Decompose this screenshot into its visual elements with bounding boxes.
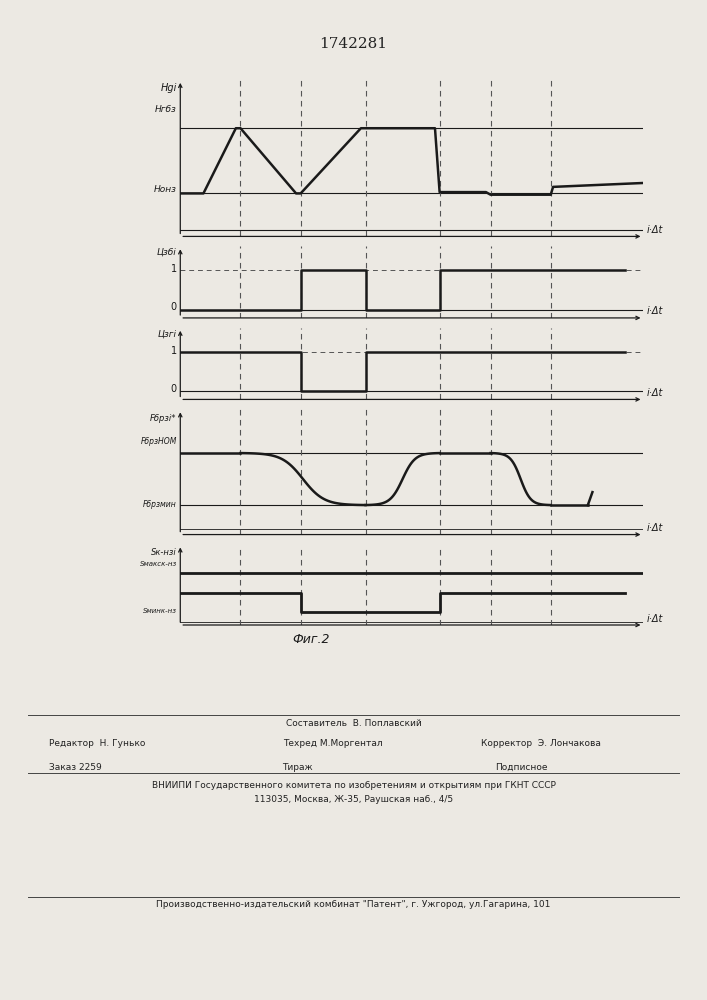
Text: Цзгi: Цзгi bbox=[158, 329, 177, 338]
Text: Hgi: Hgi bbox=[160, 83, 177, 93]
Text: Fбрзi*: Fбрзi* bbox=[151, 414, 177, 423]
Text: Тираж: Тираж bbox=[281, 763, 312, 772]
Text: FбрзНОМ: FбрзНОМ bbox=[141, 437, 177, 446]
Text: Корректор  Э. Лончакова: Корректор Э. Лончакова bbox=[481, 739, 601, 748]
Text: 1742281: 1742281 bbox=[320, 37, 387, 51]
Text: i·Δt: i·Δt bbox=[647, 388, 663, 398]
Text: Составитель  В. Поплавский: Составитель В. Поплавский bbox=[286, 719, 421, 728]
Text: ВНИИПИ Государственного комитета по изобретениям и открытиям при ГКНТ СССР: ВНИИПИ Государственного комитета по изоб… bbox=[151, 781, 556, 790]
Text: i·Δt: i·Δt bbox=[647, 306, 663, 316]
Text: Sк-нзi: Sк-нзi bbox=[151, 548, 177, 557]
Text: 0: 0 bbox=[170, 302, 177, 312]
Text: Редактор  Н. Гунько: Редактор Н. Гунько bbox=[49, 739, 146, 748]
Text: Sминк-нз: Sминк-нз bbox=[143, 608, 177, 614]
Text: i·Δt: i·Δt bbox=[647, 225, 663, 235]
Text: Заказ 2259: Заказ 2259 bbox=[49, 763, 103, 772]
Text: 113035, Москва, Ж-35, Раушская наб., 4/5: 113035, Москва, Ж-35, Раушская наб., 4/5 bbox=[254, 795, 453, 804]
Text: Fбрзмин: Fбрзмин bbox=[143, 500, 177, 509]
Text: Подписное: Подписное bbox=[495, 763, 547, 772]
Text: 1: 1 bbox=[170, 346, 177, 356]
Text: Sмакск-нз: Sмакск-нз bbox=[139, 561, 177, 567]
Text: i·Δt: i·Δt bbox=[647, 523, 663, 533]
Text: Фиг.2: Фиг.2 bbox=[292, 633, 330, 646]
Text: 0: 0 bbox=[170, 384, 177, 394]
Text: 1: 1 bbox=[170, 264, 177, 274]
Text: Цзбi: Цзбi bbox=[157, 248, 177, 257]
Text: i·Δt: i·Δt bbox=[647, 614, 663, 624]
Text: Производственно-издательский комбинат "Патент", г. Ужгород, ул.Гагарина, 101: Производственно-издательский комбинат "П… bbox=[156, 900, 551, 909]
Text: Hонз: Hонз bbox=[154, 185, 177, 194]
Text: Hгбз: Hгбз bbox=[155, 105, 177, 114]
Text: Техред М.Моргентал: Техред М.Моргентал bbox=[283, 739, 382, 748]
